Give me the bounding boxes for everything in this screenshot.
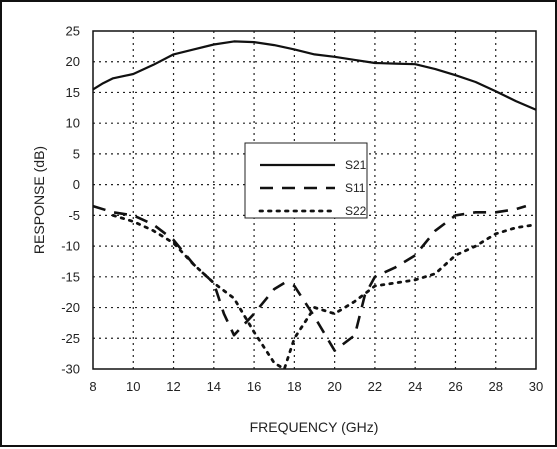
y-tick-label: 5 xyxy=(73,146,80,161)
y-tick-label: 0 xyxy=(73,177,80,192)
x-tick-label: 14 xyxy=(207,379,221,394)
legend-box xyxy=(244,142,368,219)
y-tick-label: -15 xyxy=(61,269,80,284)
y-tick-label: 20 xyxy=(66,54,80,69)
x-tick-label: 22 xyxy=(368,379,382,394)
y-tick-label: 15 xyxy=(66,85,80,100)
series-line-s11 xyxy=(92,204,527,352)
series-line-s22 xyxy=(111,213,538,371)
x-tick-label: 28 xyxy=(488,379,502,394)
y-tick-label: -20 xyxy=(61,300,80,315)
y-tick-label: -5 xyxy=(68,208,80,223)
tick-layer: 8 10 12 14 16 18 20 22 24 26 28 30 25 20 15 10 5 0 -5 -10 -1… xyxy=(61,24,543,395)
plot-area-border xyxy=(92,30,537,370)
y-axis-label: RESPONSE (dB) xyxy=(31,146,47,254)
series-line-s21 xyxy=(92,40,537,111)
x-tick-label: 30 xyxy=(529,379,543,394)
x-tick-label: 24 xyxy=(408,379,422,394)
legend-label-s21: S21 xyxy=(345,158,367,172)
x-axis-label: FREQUENCY (GHz) xyxy=(250,419,379,435)
y-tick-label: 10 xyxy=(66,116,80,131)
series-layer xyxy=(92,40,538,371)
x-tick-label: 18 xyxy=(287,379,301,394)
y-tick-label: -25 xyxy=(61,331,80,346)
x-tick-label: 20 xyxy=(327,379,341,394)
x-tick-label: 12 xyxy=(166,379,180,394)
x-tick-label: 26 xyxy=(448,379,462,394)
legend: S21 S11 S22 xyxy=(244,142,368,219)
legend-label-s22: S22 xyxy=(345,204,367,218)
y-tick-label: -30 xyxy=(61,362,80,377)
y-tick-label: -10 xyxy=(61,239,80,254)
y-tick-label: 25 xyxy=(66,24,80,39)
legend-label-s11: S11 xyxy=(345,181,366,195)
x-tick-label: 10 xyxy=(126,379,140,394)
x-tick-label: 8 xyxy=(89,379,96,394)
x-tick-label: 16 xyxy=(247,379,261,394)
